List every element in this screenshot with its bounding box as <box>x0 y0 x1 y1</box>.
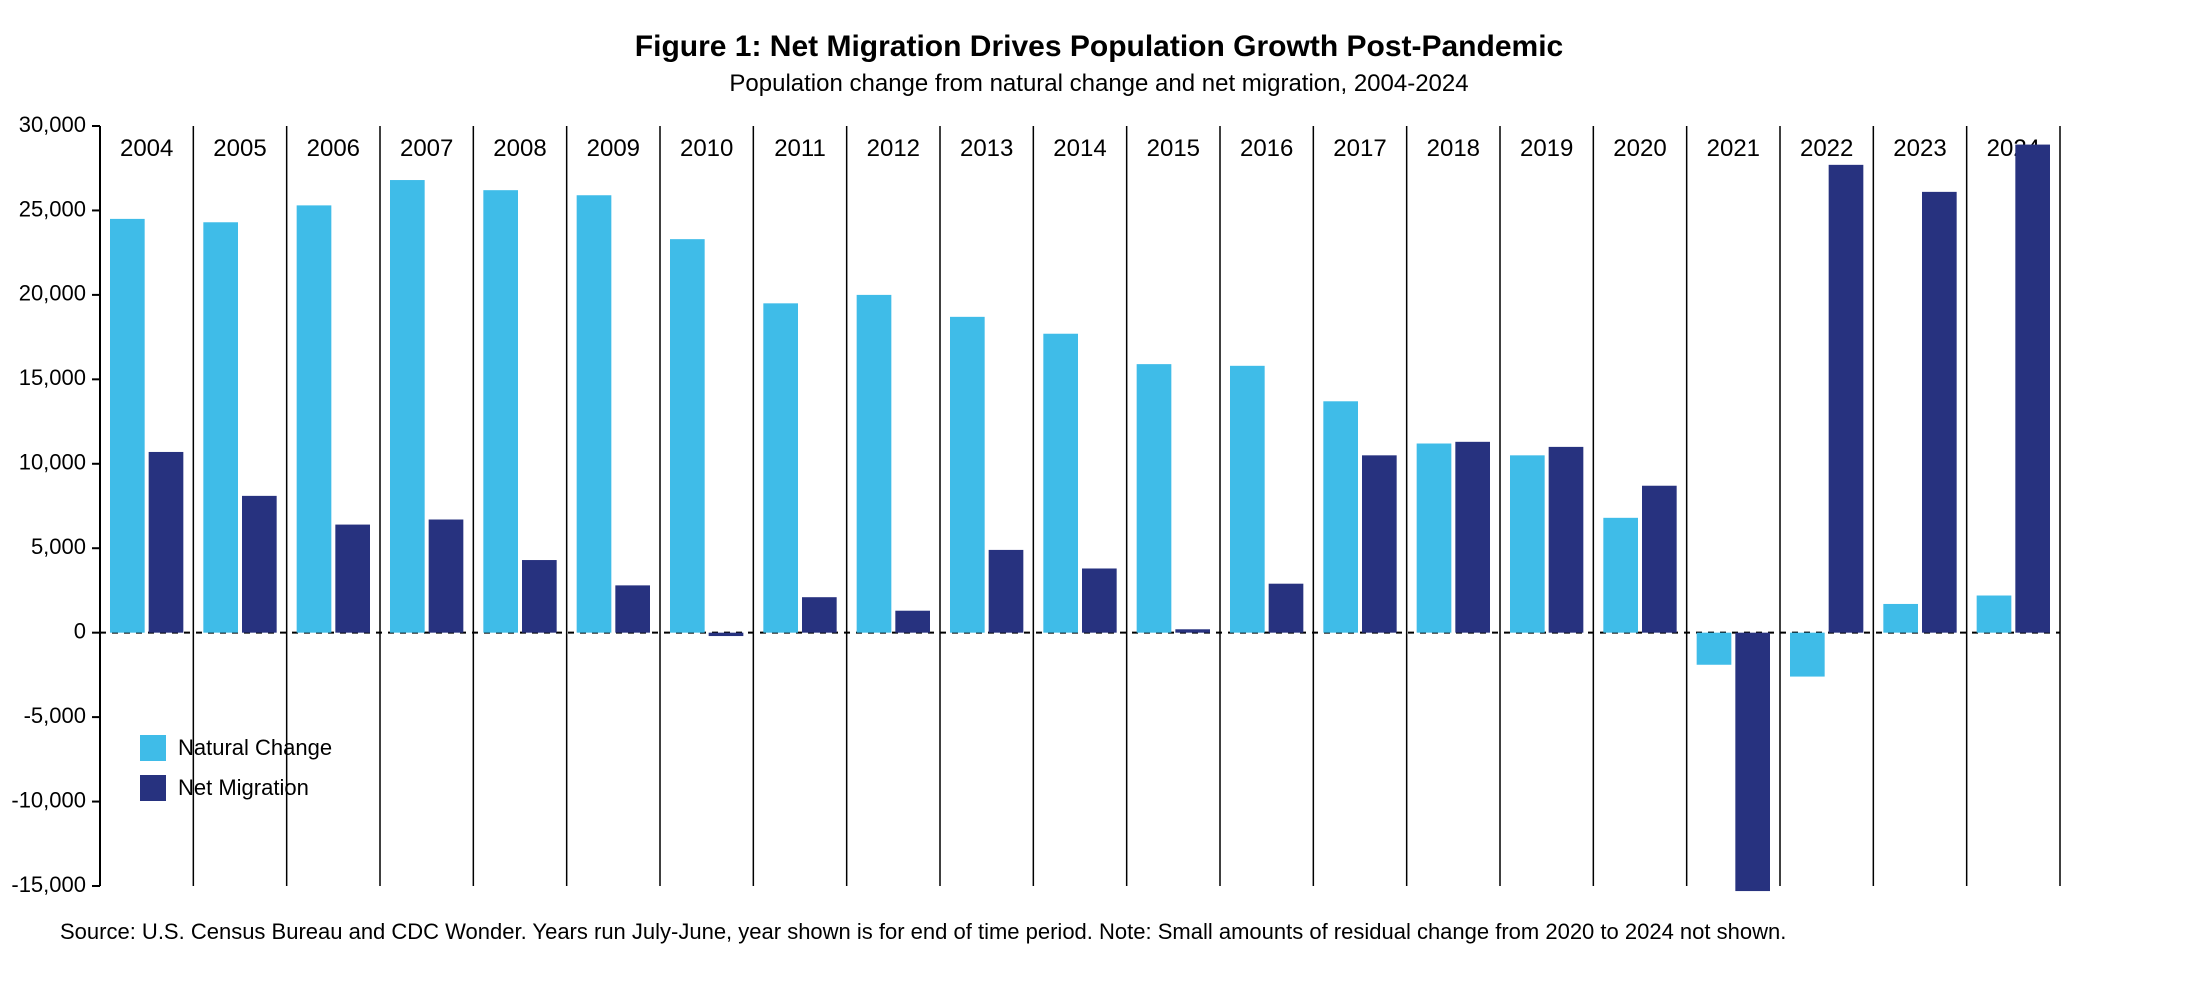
bar-net-migration <box>1362 455 1397 632</box>
bar-natural-change <box>1510 455 1545 632</box>
category-label: 2014 <box>1053 135 1106 162</box>
bar-natural-change <box>670 239 705 633</box>
y-tick-label: 30,000 <box>19 116 86 137</box>
bar-natural-change <box>110 219 145 633</box>
bar-net-migration <box>1829 165 1864 633</box>
category-label: 2018 <box>1427 135 1480 162</box>
bar-natural-change <box>577 195 612 632</box>
figure-container: Figure 1: Net Migration Drives Populatio… <box>0 0 2198 998</box>
y-tick-label: -10,000 <box>11 787 86 812</box>
bar-net-migration <box>802 597 837 632</box>
bar-natural-change <box>1043 334 1078 633</box>
bar-net-migration <box>1735 633 1770 891</box>
y-tick-label: 25,000 <box>19 196 86 221</box>
bar-net-migration <box>615 585 650 632</box>
category-label: 2017 <box>1333 135 1386 162</box>
bar-net-migration <box>2015 145 2050 633</box>
bar-net-migration <box>1269 584 1304 633</box>
bar-natural-change <box>950 317 985 633</box>
bar-natural-change <box>1977 596 2012 633</box>
bar-natural-change <box>1883 604 1918 633</box>
bar-natural-change <box>1790 633 1825 677</box>
bar-net-migration <box>335 525 370 633</box>
category-label: 2010 <box>680 135 733 162</box>
category-label: 2011 <box>774 135 826 162</box>
bar-natural-change <box>203 222 238 632</box>
chart-subtitle: Population change from natural change an… <box>0 70 2198 98</box>
category-label: 2013 <box>960 135 1013 162</box>
bar-natural-change <box>390 180 425 633</box>
y-tick-label: 15,000 <box>19 365 86 390</box>
category-label: 2007 <box>400 135 453 162</box>
category-label: 2005 <box>213 135 266 162</box>
chart-svg: 2004 2005 2006 2007 2008 2009 2010 2011 2012 2013… <box>0 116 2080 896</box>
category-label: 2022 <box>1800 135 1853 162</box>
category-label: 2004 <box>120 135 173 162</box>
bar-net-migration <box>149 452 184 633</box>
bar-natural-change <box>1137 364 1172 633</box>
category-label: 2009 <box>587 135 640 162</box>
y-tick-label: 0 <box>74 618 86 643</box>
bar-natural-change <box>1323 401 1358 632</box>
bar-natural-change <box>483 190 518 632</box>
category-label: 2006 <box>307 135 360 162</box>
bar-net-migration <box>1922 192 1957 633</box>
bar-natural-change <box>1230 366 1265 633</box>
category-label: 2019 <box>1520 135 1573 162</box>
bar-natural-change <box>1603 518 1638 633</box>
legend-swatch <box>140 775 166 801</box>
legend-swatch <box>140 735 166 761</box>
bar-net-migration <box>1082 568 1117 632</box>
category-label: 2015 <box>1147 135 1200 162</box>
bar-natural-change <box>1417 444 1452 633</box>
bar-natural-change <box>857 295 892 633</box>
bar-net-migration <box>1455 442 1490 633</box>
bar-net-migration <box>522 560 557 633</box>
bar-net-migration <box>895 611 930 633</box>
bar-natural-change <box>763 303 798 632</box>
y-tick-label: -5,000 <box>24 703 86 728</box>
bar-natural-change <box>1697 633 1732 665</box>
category-label: 2016 <box>1240 135 1293 162</box>
chart-source-note: Source: U.S. Census Bureau and CDC Wonde… <box>0 919 2198 945</box>
category-label: 2012 <box>867 135 920 162</box>
y-tick-label: 10,000 <box>19 450 86 475</box>
category-label: 2023 <box>1893 135 1946 162</box>
bar-net-migration <box>989 550 1024 633</box>
category-label: 2008 <box>493 135 546 162</box>
bar-net-migration <box>1175 629 1210 632</box>
legend-label: Net Migration <box>178 775 309 800</box>
bar-net-migration <box>429 520 464 633</box>
bar-net-migration <box>242 496 277 633</box>
y-tick-label: 20,000 <box>19 281 86 306</box>
category-label: 2021 <box>1707 135 1760 162</box>
legend-label: Natural Change <box>178 735 332 760</box>
y-tick-label: 5,000 <box>31 534 86 559</box>
category-label: 2020 <box>1613 135 1666 162</box>
bar-net-migration <box>1642 486 1677 633</box>
chart-area: 2004 2005 2006 2007 2008 2009 2010 2011 2012 2013… <box>0 116 2198 901</box>
y-tick-label: -15,000 <box>11 872 86 896</box>
bar-net-migration <box>709 633 744 636</box>
bar-natural-change <box>297 205 332 632</box>
chart-title: Figure 1: Net Migration Drives Populatio… <box>0 30 2198 64</box>
bar-net-migration <box>1549 447 1584 633</box>
